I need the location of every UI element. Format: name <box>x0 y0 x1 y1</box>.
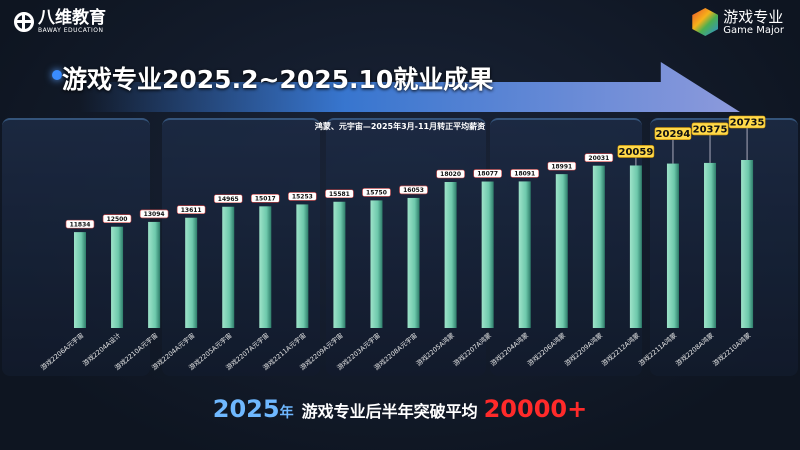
data-label-box <box>176 205 206 215</box>
major-cn: 游戏专业 <box>723 7 784 26</box>
data-label: 15017 <box>255 196 276 203</box>
data-label: 14965 <box>218 196 239 203</box>
data-label-box <box>584 153 614 163</box>
logo-cn: 八维教育 <box>38 8 106 28</box>
bar <box>481 181 494 328</box>
bar <box>741 160 754 328</box>
bar <box>74 232 86 328</box>
data-label-box <box>362 188 391 197</box>
data-label-box <box>617 145 655 158</box>
x-tick-label: 游戏2206A元宇宙 <box>39 331 86 372</box>
data-label: 20735 <box>730 118 765 129</box>
data-label: 20031 <box>588 155 609 162</box>
bar <box>518 181 531 328</box>
bar <box>222 206 235 328</box>
x-tick-label: 游戏2207A鸿蒙 <box>451 330 493 367</box>
bar <box>629 165 642 328</box>
x-tick-label: 游戏2209A鸿蒙 <box>562 330 604 367</box>
x-tick-label: 游戏2211A鸿蒙 <box>636 330 678 367</box>
bar <box>666 163 679 328</box>
bar <box>444 181 457 328</box>
footer-year-suffix: 年 <box>279 405 294 421</box>
x-tick-label: 游戏2204A鸿蒙 <box>488 330 530 367</box>
data-label-box <box>654 127 692 140</box>
data-label: 15750 <box>366 190 387 197</box>
bar <box>370 200 383 328</box>
baway-logo: 八维教育 BAWAY EDUCATION <box>14 10 106 34</box>
bar <box>592 165 605 328</box>
footer-text: 游戏专业后半年突破平均 <box>301 402 478 421</box>
bar <box>111 226 124 328</box>
footer-value: 20000+ <box>483 395 588 423</box>
major-en: Game Major <box>723 24 784 36</box>
data-label-box <box>510 169 540 178</box>
data-label: 18077 <box>477 171 498 178</box>
x-tick-label: 游戏2205A鸿蒙 <box>414 330 456 367</box>
chart-title: 鸿蒙、元宇宙—2025年3月-11月转正平均薪资 <box>314 122 486 131</box>
x-tick-label: 游戏2208A鸿蒙 <box>674 330 716 367</box>
footer-year: 2025 <box>212 395 280 423</box>
logo-en: BAWAY EDUCATION <box>38 27 104 34</box>
panel <box>326 118 486 376</box>
data-label-box <box>65 219 95 229</box>
bar <box>555 174 568 328</box>
data-label: 15253 <box>292 194 313 201</box>
data-label-box <box>473 169 502 178</box>
globe-icon <box>14 12 34 32</box>
data-label-box <box>691 122 729 136</box>
data-label: 20294 <box>656 129 691 140</box>
data-label-box <box>399 185 428 195</box>
data-label: 16053 <box>403 187 424 194</box>
data-label: 13094 <box>144 211 165 218</box>
footer-banner: 2025年 游戏专业后半年突破平均 20000+ <box>0 395 800 423</box>
x-tick-label: 游戏2212A鸿蒙 <box>599 330 641 367</box>
data-label-box <box>102 214 132 224</box>
data-label: 18020 <box>440 171 461 178</box>
page-title: 游戏专业2025.2~2025.10就业成果 <box>62 65 494 94</box>
bullet-dot <box>52 70 62 80</box>
bar <box>333 201 346 328</box>
data-label-box <box>547 161 577 171</box>
data-label: 11834 <box>70 221 91 228</box>
bar <box>407 197 420 328</box>
game-major-logo: 游戏专业 Game Major <box>692 8 784 36</box>
data-label: 12500 <box>107 216 128 223</box>
data-label: 20059 <box>619 147 654 158</box>
data-label: 18991 <box>551 163 572 170</box>
data-label-box <box>728 115 766 129</box>
x-tick-label: 游戏2206A鸿蒙 <box>525 330 567 367</box>
bar <box>148 221 161 328</box>
x-tick-label: 游戏2210A鸿蒙 <box>711 330 753 367</box>
data-label: 18091 <box>514 171 535 178</box>
data-label: 15581 <box>329 191 350 198</box>
data-label-box <box>251 194 280 203</box>
bar <box>185 217 198 328</box>
data-label-box <box>436 169 465 179</box>
bar <box>296 204 309 328</box>
bar <box>704 162 717 328</box>
data-label: 13611 <box>181 207 202 214</box>
bar <box>259 206 272 328</box>
data-label-box <box>139 209 169 219</box>
data-label: 20375 <box>693 124 728 135</box>
data-label-box <box>288 192 317 201</box>
data-label-box <box>213 194 243 204</box>
data-label-box <box>325 189 354 199</box>
